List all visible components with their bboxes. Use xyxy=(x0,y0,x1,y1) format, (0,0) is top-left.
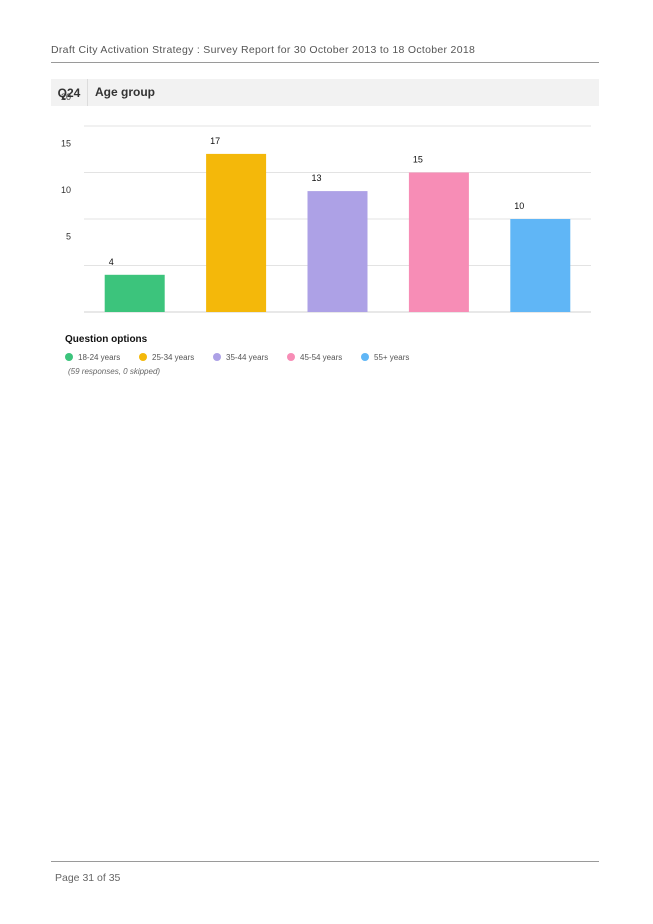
header-divider xyxy=(51,62,599,63)
bar-value-label: 15 xyxy=(413,155,423,165)
legend-swatch xyxy=(139,353,147,361)
legend-title: Question options xyxy=(65,334,148,345)
legend-item: 55+ years xyxy=(361,351,409,363)
legend-swatch xyxy=(287,353,295,361)
bar-18-24-years xyxy=(104,274,165,312)
y-tick-label: 5 xyxy=(66,232,71,242)
legend-item: 18-24 years xyxy=(65,351,120,363)
y-tick-label: 15 xyxy=(61,139,71,149)
bar-45-54-years xyxy=(408,172,469,312)
legend-label: 55+ years xyxy=(374,352,410,362)
legend-item: 25-34 years xyxy=(139,351,194,363)
bar-chart: 5 10 15 20 4 17 13 15 10 xyxy=(61,92,591,313)
question-title: Age group xyxy=(95,85,155,99)
page-number: Page 31 of 35 xyxy=(55,872,121,884)
bar-value-label: 10 xyxy=(514,201,524,211)
legend-label: 45-54 years xyxy=(300,352,343,362)
chart-legend: 18-24 years 25-34 years 35-44 years 45-54 y… xyxy=(65,351,605,363)
legend-item: 45-54 years xyxy=(287,351,342,363)
question-number: Q24 xyxy=(51,79,88,106)
legend-swatch xyxy=(65,353,73,361)
legend-label: 35-44 years xyxy=(226,352,269,362)
bar-value-label: 4 xyxy=(109,257,114,267)
footer-divider xyxy=(51,861,599,862)
y-tick-label: 10 xyxy=(61,185,71,195)
bar-25-34-years xyxy=(206,153,267,312)
header-title: Draft City Activation Strategy : Survey … xyxy=(51,44,476,56)
bar-35-44-years xyxy=(307,191,368,312)
legend-swatch xyxy=(361,353,369,361)
bar-55-years xyxy=(510,219,571,312)
y-tick-label: 20 xyxy=(61,92,71,102)
legend-item: 35-44 years xyxy=(213,351,268,363)
legend-label: 25-34 years xyxy=(152,352,195,362)
question-header: Q24 Age group xyxy=(51,79,599,106)
legend-swatch xyxy=(213,353,221,361)
responses-note: (59 responses, 0 skipped) xyxy=(68,367,161,376)
bar-value-label: 13 xyxy=(312,173,322,183)
legend-label: 18-24 years xyxy=(78,352,121,362)
bar-value-label: 17 xyxy=(210,136,220,146)
